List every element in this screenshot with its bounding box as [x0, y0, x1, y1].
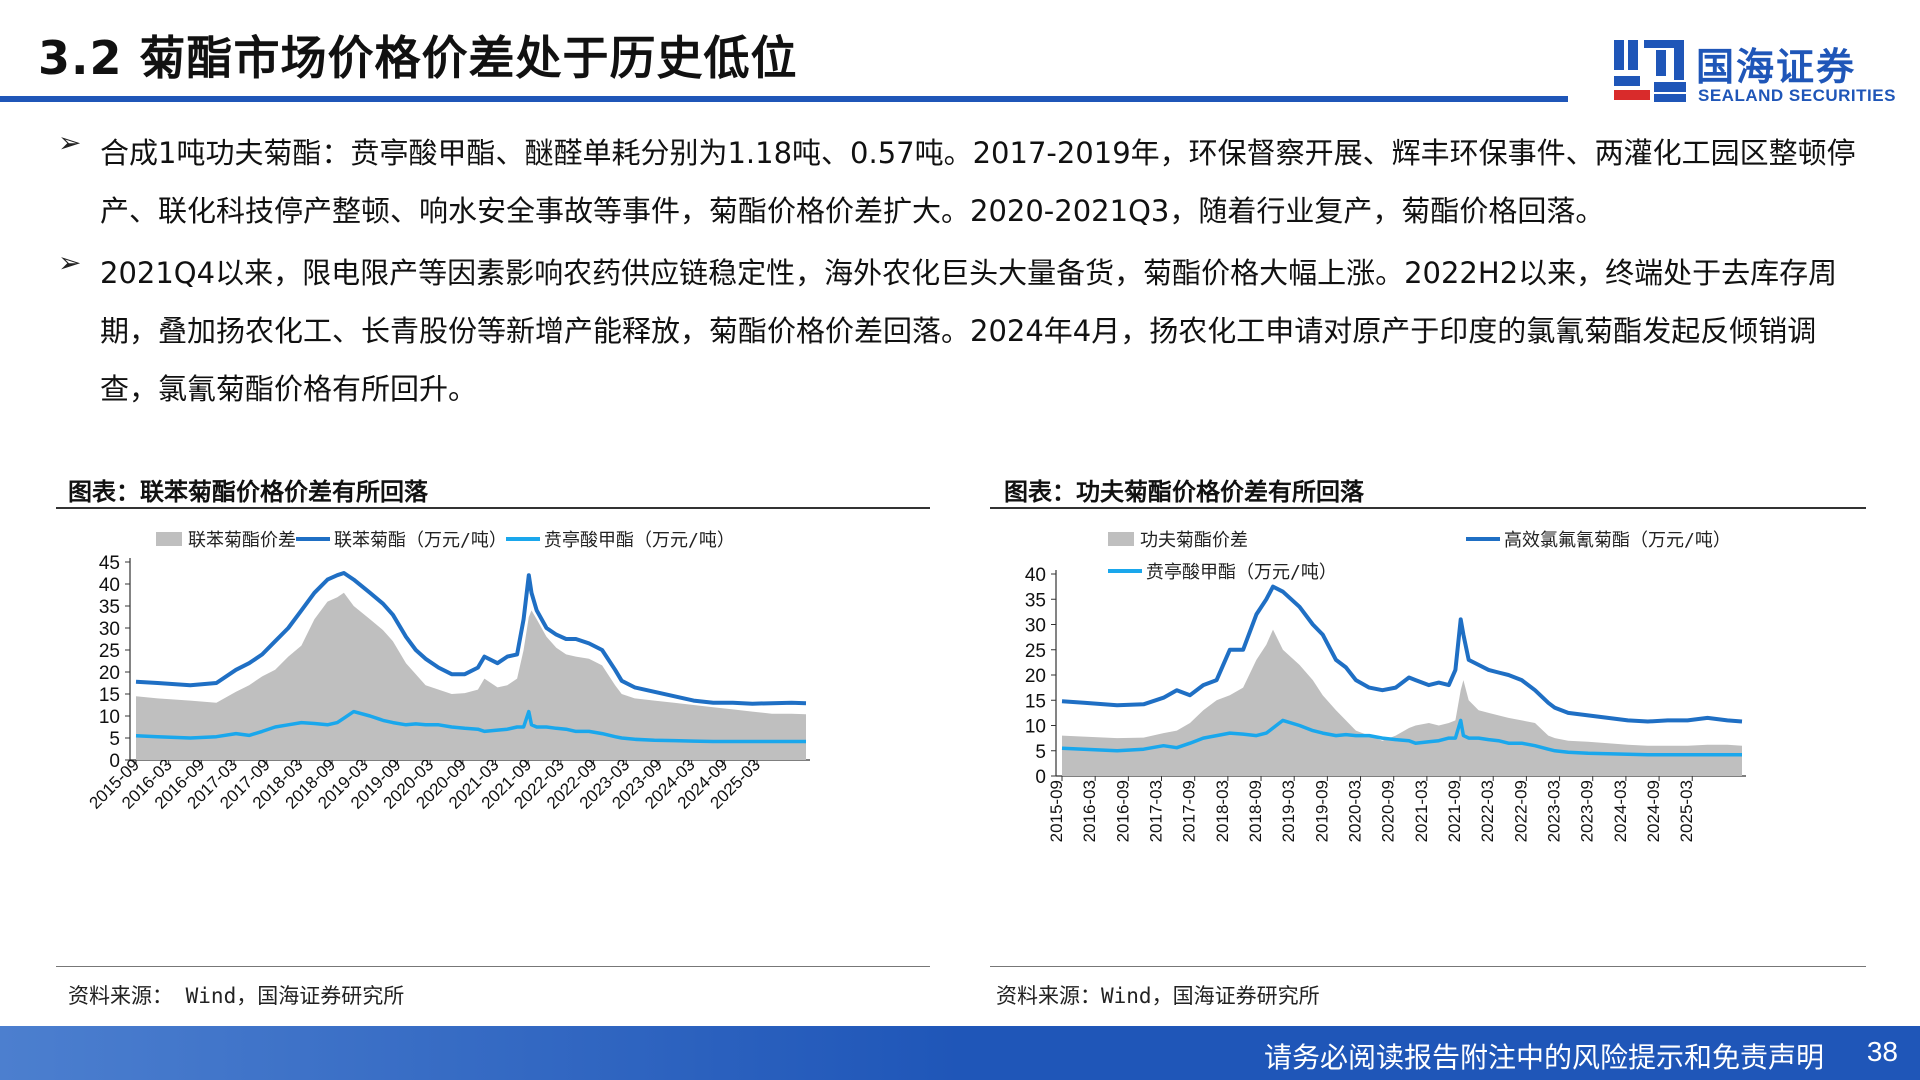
- x-tick-label: 2025-03: [1677, 780, 1696, 842]
- series-raw-line: [135, 709, 806, 744]
- figure-2-bottom-rule: [990, 966, 1866, 967]
- legend-swatch-spread: [156, 532, 182, 546]
- y-tick-label: 30: [1025, 616, 1046, 637]
- x-tick-label: 2016-09: [1113, 780, 1132, 842]
- x-tick-label: 2016-03: [1080, 780, 1099, 842]
- figure-2-top-rule: [990, 507, 1866, 509]
- logo-chinese-name: 国海证券: [1696, 45, 1857, 89]
- x-tick-label: 2023-09: [1578, 780, 1597, 842]
- y-tick-label: 0: [1035, 767, 1046, 788]
- y-tick-label: 10: [99, 707, 120, 728]
- page-title: 3.2 菊酯市场价格价差处于历史低位: [38, 31, 798, 85]
- bullet-item-2: ➢ 2021Q4以来，限电限产等因素影响农药供应链稳定性，海外农化巨头大量备货，…: [52, 244, 1868, 418]
- figure-2-source: 资料来源：Wind，国海证券研究所: [996, 984, 1320, 1008]
- series-spread-area: [1062, 629, 1742, 776]
- x-tick-label: 2017-03: [1147, 780, 1166, 842]
- y-tick-label: 35: [99, 597, 120, 618]
- legend-label: 高效氯氟氰菊酯（万元/吨）: [1504, 530, 1731, 551]
- y-tick-label: 0: [109, 751, 120, 772]
- x-tick-label: 2024-03: [1611, 780, 1630, 842]
- x-tick-label: 2018-09: [1246, 780, 1265, 842]
- page-number: 38: [1866, 1036, 1898, 1067]
- series-product-line: [1061, 584, 1743, 724]
- y-tick-label: 40: [1025, 565, 1046, 586]
- footer-bar: 请务必阅读报告附注中的风险提示和免责声明 38: [0, 1026, 1920, 1080]
- y-tick-label: 45: [99, 553, 120, 574]
- figure-1-top-rule: [56, 507, 930, 509]
- x-tick-label: 2021-03: [1412, 780, 1431, 842]
- logo-english-name: SEALAND SECURITIES: [1698, 86, 1896, 105]
- y-tick-label: 25: [99, 641, 120, 662]
- x-tick-label: 2020-09: [1379, 780, 1398, 842]
- y-tick-label: 10: [1025, 717, 1046, 738]
- y-tick-label: 15: [99, 685, 120, 706]
- x-tick-label: 2022-09: [1511, 780, 1530, 842]
- x-tick-label: 2023-03: [1545, 780, 1564, 842]
- figure-1-bottom-rule: [56, 966, 930, 967]
- bullet-text-1: 合成1吨功夫菊酯：贲亭酸甲酯、醚醛单耗分别为1.18吨、0.57吨。2017-2…: [100, 136, 1856, 228]
- legend-label: 联苯菊酯（万元/吨）: [334, 530, 507, 551]
- x-tick-label: 2024-09: [1644, 780, 1663, 842]
- footer-disclaimer: 请务必阅读报告附注中的风险提示和免责声明: [1263, 1041, 1824, 1074]
- legend-label: 贲亭酸甲酯（万元/吨）: [1146, 562, 1337, 583]
- y-tick-label: 20: [99, 663, 120, 684]
- figure-1-source: 资料来源： Wind，国海证券研究所: [68, 984, 405, 1008]
- y-tick-label: 40: [99, 575, 120, 596]
- legend-label: 贲亭酸甲酯（万元/吨）: [544, 530, 735, 551]
- y-tick-label: 5: [1035, 742, 1046, 763]
- legend-swatch-spread: [1108, 532, 1134, 546]
- title-underline: [0, 96, 1568, 102]
- y-tick-label: 15: [1025, 691, 1046, 712]
- series-spread-area: [136, 592, 806, 760]
- figure-2-title: 图表：功夫菊酯价格价差有所回落: [1004, 478, 1364, 506]
- x-tick-label: 2020-03: [1346, 780, 1365, 842]
- x-tick-label: 2018-03: [1213, 780, 1232, 842]
- x-tick-label: 2019-03: [1279, 780, 1298, 842]
- y-tick-label: 35: [1025, 590, 1046, 611]
- legend-label: 功夫菊酯价差: [1140, 530, 1248, 551]
- bullet-text-2: 2021Q4以来，限电限产等因素影响农药供应链稳定性，海外农化巨头大量备货，菊酯…: [100, 256, 1838, 406]
- series-raw-line: [1061, 718, 1742, 757]
- x-tick-label: 2015-09: [1047, 780, 1066, 842]
- figure-1-chart: 0 5 10 15 20 25 30 35 40 45 2015-09 2016-03 2016-09 2…: [56, 512, 930, 962]
- bifenthrin-chart: 0510152025303540452015-092016-032016-092…: [86, 530, 810, 813]
- x-tick-label: 2019-09: [1312, 780, 1331, 842]
- bullet-list: ➢ 合成1吨功夫菊酯：贲亭酸甲酯、醚醛单耗分别为1.18吨、0.57吨。2017…: [52, 124, 1868, 422]
- bullet-arrow-icon: ➢: [58, 126, 82, 159]
- y-tick-label: 5: [109, 729, 120, 750]
- x-tick-label: 2022-03: [1478, 780, 1497, 842]
- series-product-line: [135, 571, 807, 706]
- y-tick-label: 25: [1025, 641, 1046, 662]
- y-tick-label: 30: [99, 619, 120, 640]
- bullet-item-1: ➢ 合成1吨功夫菊酯：贲亭酸甲酯、醚醛单耗分别为1.18吨、0.57吨。2017…: [52, 124, 1868, 240]
- sealand-logo-icon: [1614, 40, 1686, 102]
- y-tick-label: 20: [1025, 666, 1046, 687]
- company-logo: 国海证券 SEALAND SECURITIES: [1612, 36, 1895, 108]
- x-tick-label: 2017-09: [1180, 780, 1199, 842]
- x-tick-label: 2021-09: [1445, 780, 1464, 842]
- lambda-cyhalothrin-chart: 0 5 10 15 20 25 30 35 40 2015-09 2016-03 2016-09 201…: [1025, 530, 1746, 842]
- bullet-arrow-icon: ➢: [58, 246, 82, 279]
- legend-label: 联苯菊酯价差: [188, 530, 296, 551]
- figure-2-chart: 0 5 10 15 20 25 30 35 40 2015-09 2016-03 2016-09 201…: [990, 512, 1866, 962]
- figure-1-title: 图表：联苯菊酯价格价差有所回落: [68, 478, 428, 506]
